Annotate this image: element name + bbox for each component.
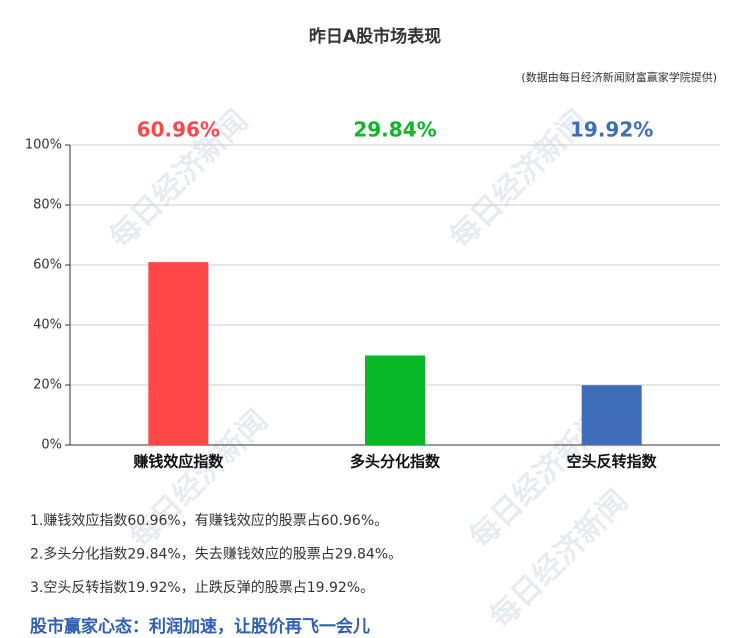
note: 1.赚钱效应指数60.96%，有赚钱效应的股票占60.96%。: [30, 512, 388, 529]
chart-subtitle: (数据由每日经济新闻财富赢家学院提供): [521, 70, 717, 84]
note: 3.空头反转指数19.92%，止跌反弹的股票占19.92%。: [30, 580, 374, 596]
bar: [581, 385, 642, 445]
x-tick-label: 空头反转指数: [567, 453, 658, 471]
value-label: 19.92%: [570, 118, 653, 142]
y-tick-label: 20%: [33, 378, 62, 393]
bar: [365, 355, 425, 445]
y-tick-label: 60%: [33, 258, 62, 273]
value-label: 29.84%: [353, 118, 436, 142]
bar: [148, 262, 209, 445]
y-tick-label: 80%: [33, 198, 62, 213]
slogan: 股市赢家心态：利润加速，让股价再飞一会儿: [30, 616, 370, 637]
y-tick-label: 100%: [25, 138, 62, 153]
x-tick-label: 赚钱效应指数: [132, 453, 224, 471]
value-label: 60.96%: [137, 118, 220, 142]
y-tick-label: 40%: [33, 318, 62, 333]
x-tick-label: 多头分化指数: [350, 453, 441, 471]
y-tick-label: 0%: [41, 438, 62, 453]
chart-title: 昨日A股市场表现: [309, 26, 441, 47]
note: 2.多头分化指数29.84%，失去赚钱效应的股票占29.84%。: [30, 546, 402, 563]
